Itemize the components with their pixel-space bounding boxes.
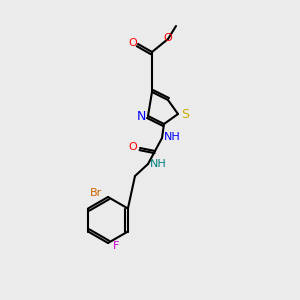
Text: S: S <box>181 107 189 121</box>
Text: NH: NH <box>164 132 180 142</box>
Text: Br: Br <box>90 188 102 198</box>
Text: O: O <box>164 33 172 43</box>
Text: O: O <box>129 142 137 152</box>
Text: N: N <box>136 110 146 122</box>
Text: O: O <box>129 38 137 48</box>
Text: NH: NH <box>150 159 166 169</box>
Text: F: F <box>113 241 119 251</box>
